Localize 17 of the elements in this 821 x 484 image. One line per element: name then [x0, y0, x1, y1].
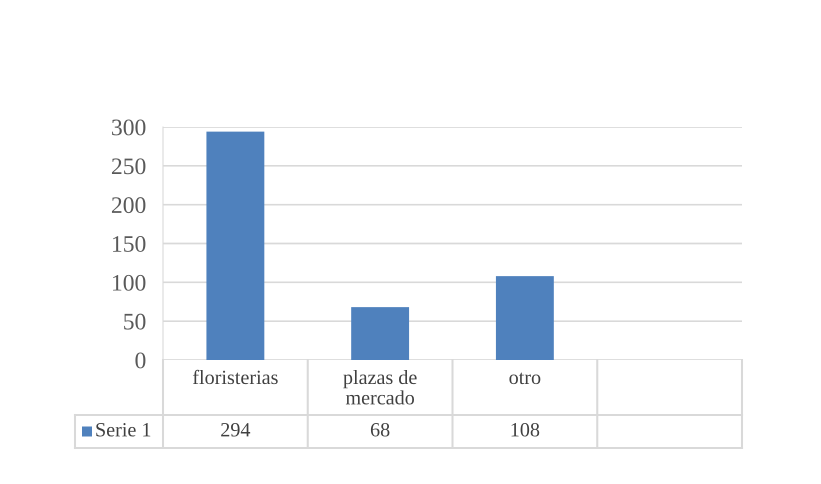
legend-label: Serie 1 [96, 423, 150, 437]
data-label: 294 [221, 423, 250, 437]
x-tick-label: otro [509, 372, 540, 384]
data-label: 108 [512, 422, 540, 437]
bar [496, 276, 554, 360]
y-tick-label: 0 [135, 352, 146, 368]
y-tick-label: 50 [124, 314, 146, 330]
bar [351, 307, 410, 360]
y-tick-label: 100 [112, 274, 146, 291]
bar [206, 132, 264, 360]
y-tick-label: 300 [112, 119, 146, 136]
y-tick-label: 250 [112, 158, 146, 174]
y-tick-label: 150 [112, 236, 146, 252]
x-tick-label: plazas de mercado [343, 370, 417, 405]
y-tick-label: 200 [112, 197, 146, 214]
x-tick-label: floristerias [192, 370, 278, 384]
data-label: 68 [370, 422, 390, 437]
